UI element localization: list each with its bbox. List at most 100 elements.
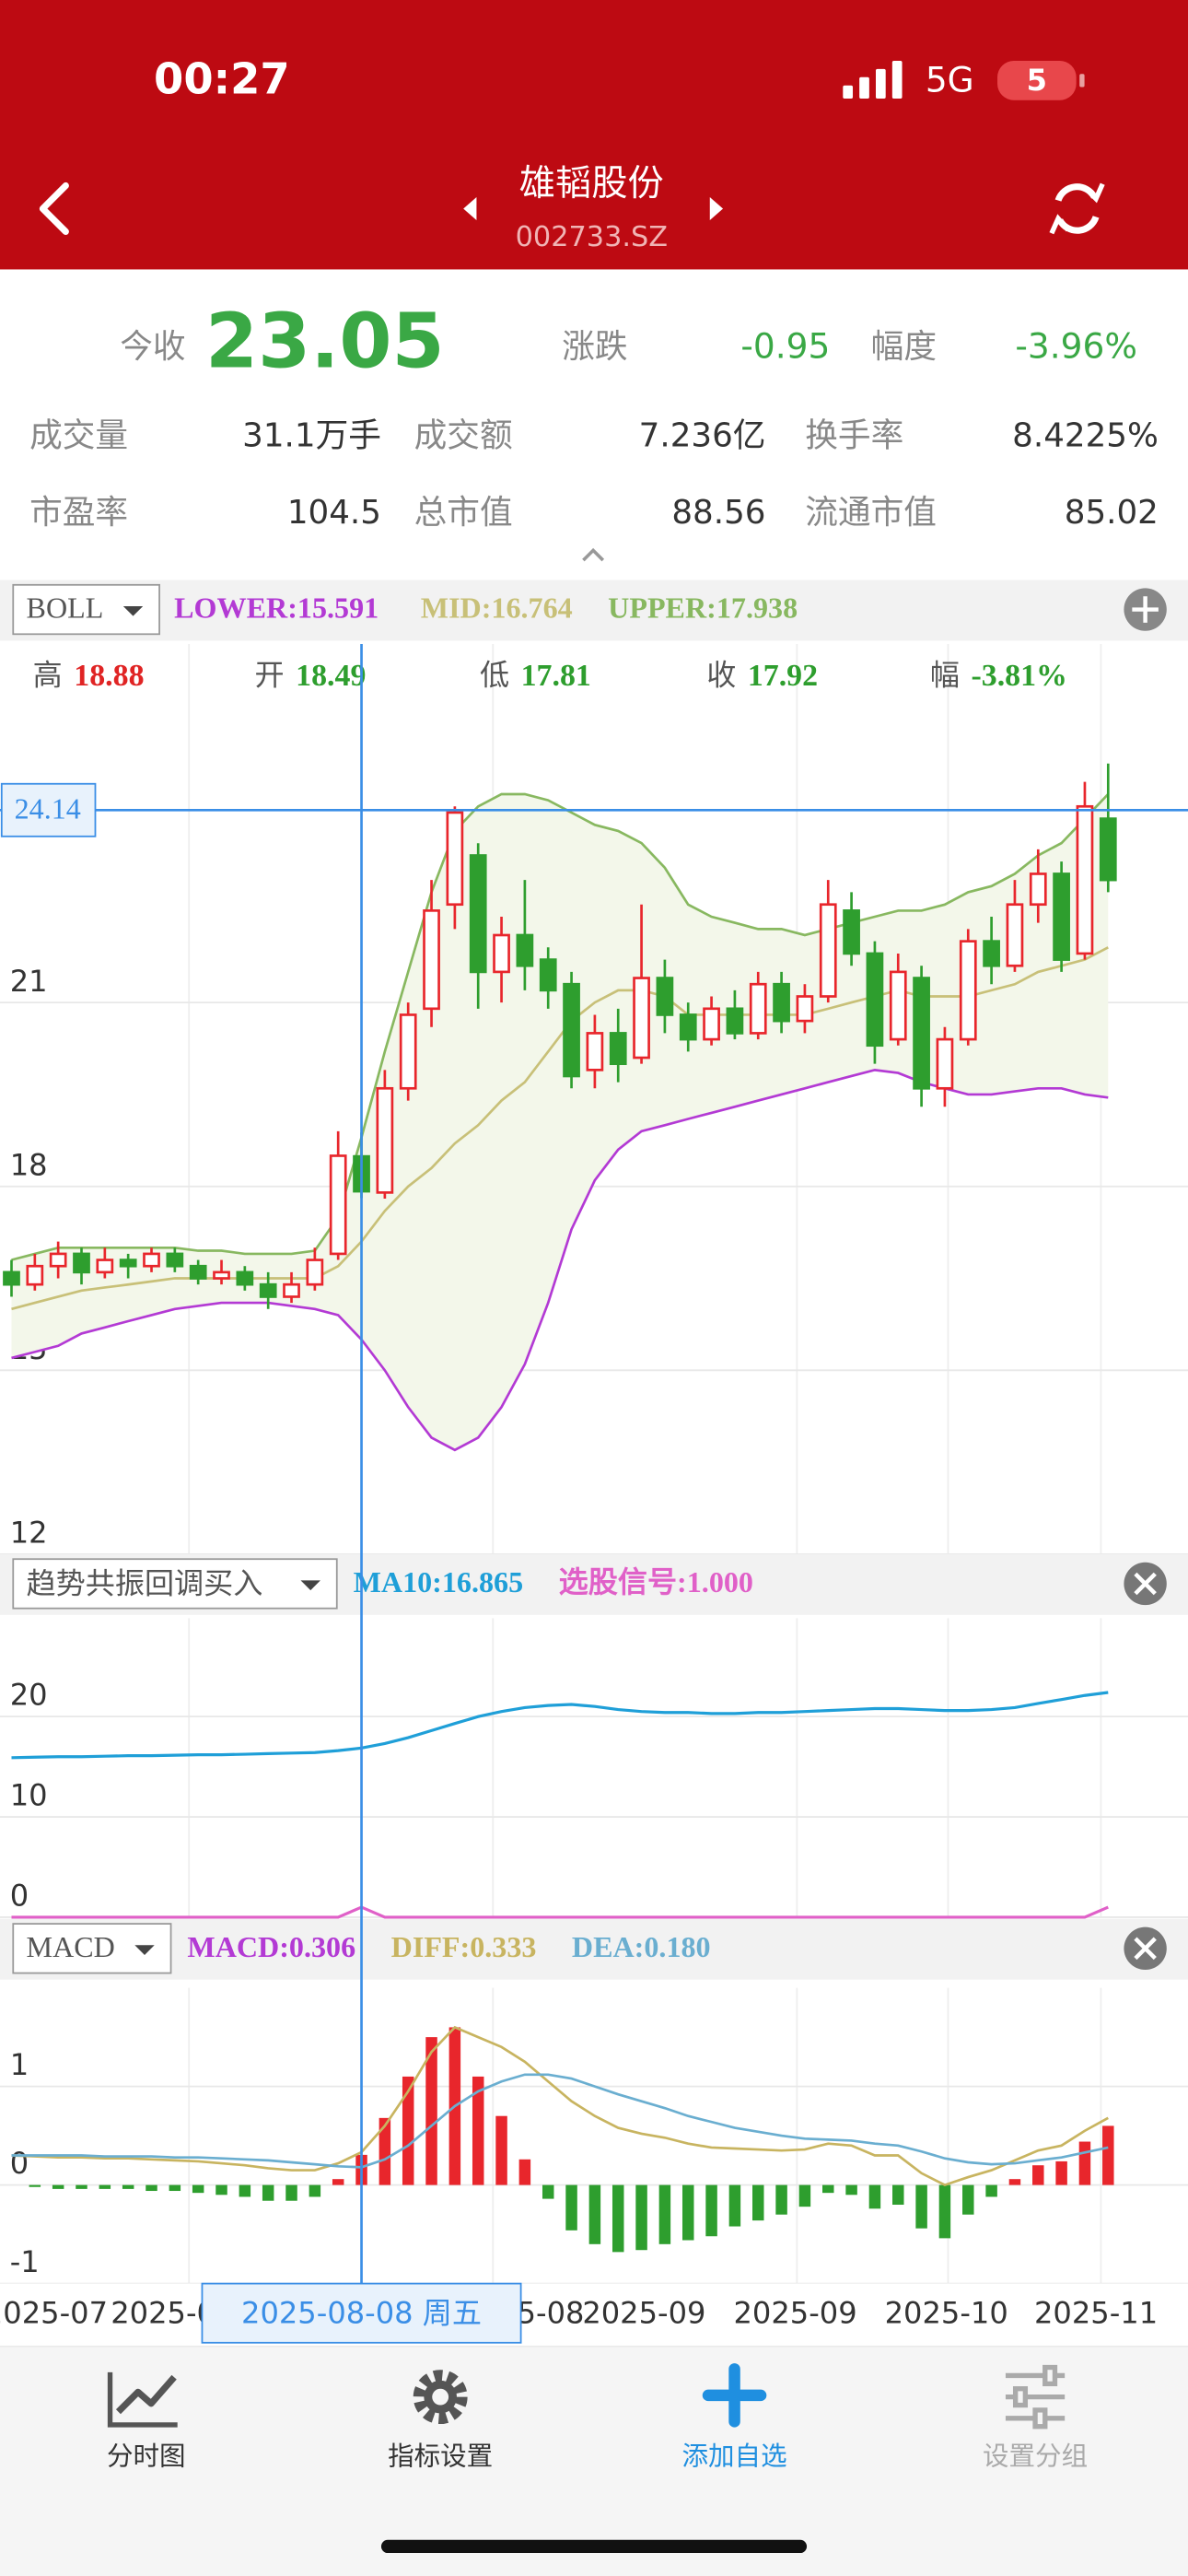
candle-body	[563, 982, 580, 1078]
candle-body	[586, 1032, 604, 1071]
candle-body	[26, 1264, 44, 1286]
home-indicator	[380, 2539, 808, 2554]
quote-value: 7.236亿	[639, 416, 766, 454]
candle-body	[516, 933, 534, 967]
indicator-select[interactable]	[12, 1558, 338, 1610]
indicator-name: BOLL	[27, 591, 104, 625]
candle-body	[1053, 872, 1070, 961]
candle-body	[73, 1252, 90, 1274]
quote-label: 市盈率	[29, 494, 128, 532]
hover-label: 收	[706, 658, 736, 693]
candle-body	[3, 1270, 20, 1286]
macd-bar	[705, 2184, 717, 2237]
macd-bar	[169, 2184, 181, 2192]
dropdown-arrow	[122, 605, 144, 616]
candle-body	[469, 854, 487, 974]
quote-value: 31.1万手	[242, 416, 381, 454]
macd-bar	[565, 2184, 577, 2231]
candle-body	[936, 1037, 954, 1090]
macd-bar	[76, 2184, 87, 2189]
nav-label[interactable]: 分时图	[107, 2441, 186, 2472]
x-tick-label: 2025-07	[0, 2295, 108, 2330]
macd-bar	[146, 2184, 157, 2192]
candle-body	[539, 958, 557, 992]
macd-bar	[775, 2184, 787, 2215]
candle-body	[143, 1252, 160, 1268]
macd-bar	[1102, 2125, 1114, 2185]
back-button[interactable]	[39, 181, 69, 235]
candle-body	[1076, 804, 1094, 955]
nav-icon-gear	[413, 2370, 468, 2425]
macd-bar	[472, 2076, 484, 2185]
macd-bar	[1078, 2141, 1091, 2185]
legend-entry: UPPER:17.938	[608, 591, 798, 625]
candle-body	[399, 1013, 417, 1090]
macd-bar	[495, 2115, 507, 2185]
hover-value: 17.92	[748, 659, 818, 693]
candle-body	[773, 982, 790, 1023]
legend-entry: MA10:16.865	[354, 1565, 524, 1598]
macd-bar	[658, 2184, 671, 2244]
macd-bar	[285, 2184, 297, 2201]
y-tick-label: 20	[10, 1678, 48, 1713]
quote-label: 成交额	[414, 416, 513, 454]
candle-body	[49, 1252, 67, 1268]
icon-glyph	[1134, 1937, 1157, 1961]
candle-body	[446, 811, 464, 907]
candle-body	[703, 1007, 720, 1041]
macd-line	[11, 2025, 1109, 2187]
nav-label[interactable]: 设置分组	[983, 2441, 1088, 2472]
candle-body	[866, 952, 884, 1048]
candle-body	[189, 1264, 207, 1280]
hover-value: 18.88	[74, 659, 144, 693]
prev-stock[interactable]	[463, 196, 477, 220]
hover-value: -3.81%	[971, 659, 1066, 693]
macd-bar	[52, 2184, 64, 2189]
nav-icon-chart-line	[115, 2374, 177, 2415]
y-tick-label: 10	[10, 1778, 48, 1813]
refresh-button[interactable]	[1049, 182, 1105, 235]
indicator-line	[11, 1905, 1109, 1919]
nav-label[interactable]: 添加自选	[682, 2441, 787, 2472]
macd-bar	[122, 2184, 134, 2189]
indicator-line	[11, 1691, 1109, 1760]
nav-label[interactable]: 指标设置	[388, 2441, 493, 2472]
candle-body	[843, 909, 860, 955]
next-stock[interactable]	[709, 196, 724, 220]
quote-value: 104.5	[287, 494, 381, 532]
close-label: 今收	[120, 328, 185, 366]
battery-level: 5	[1027, 63, 1047, 98]
collapse-chevron[interactable]	[582, 547, 605, 562]
macd-bar	[915, 2184, 927, 2229]
nav-bg	[0, 2346, 1188, 2576]
change-value: -0.95	[740, 326, 830, 367]
pct-label: 幅度	[871, 328, 937, 366]
icon-glyph	[1132, 596, 1159, 623]
quote-value: 85.02	[1065, 494, 1159, 532]
indicator-name: 趋势共振回调买入	[27, 1566, 263, 1601]
legend-entry: MID:16.764	[421, 591, 573, 625]
band-fill	[11, 793, 1109, 1450]
candle-body	[236, 1270, 254, 1286]
macd-bar	[309, 2184, 321, 2197]
indicator-bar	[0, 1918, 1188, 1980]
icon-glyph	[1134, 1572, 1157, 1596]
macd-bar	[425, 2037, 437, 2185]
candle-body	[1029, 872, 1047, 907]
hover-date: 2025-08-08 周五	[241, 2295, 482, 2330]
macd-bar	[611, 2184, 624, 2253]
x-axis-bg	[0, 2283, 1188, 2347]
candle-body	[889, 970, 907, 1041]
macd-bar	[192, 2184, 204, 2194]
stock-code: 002733.SZ	[516, 221, 668, 253]
x-tick-label: 2025-09	[582, 2295, 705, 2330]
nav-icon-chart	[107, 2371, 178, 2428]
y-tick-label: 0	[10, 1879, 29, 1914]
hover-label: 高	[33, 658, 63, 693]
macd-bar	[1008, 2179, 1021, 2185]
change-label: 涨跌	[562, 328, 627, 366]
boll-line	[11, 792, 1110, 1261]
hover-label: 低	[480, 658, 509, 693]
candle-body	[749, 982, 767, 1035]
